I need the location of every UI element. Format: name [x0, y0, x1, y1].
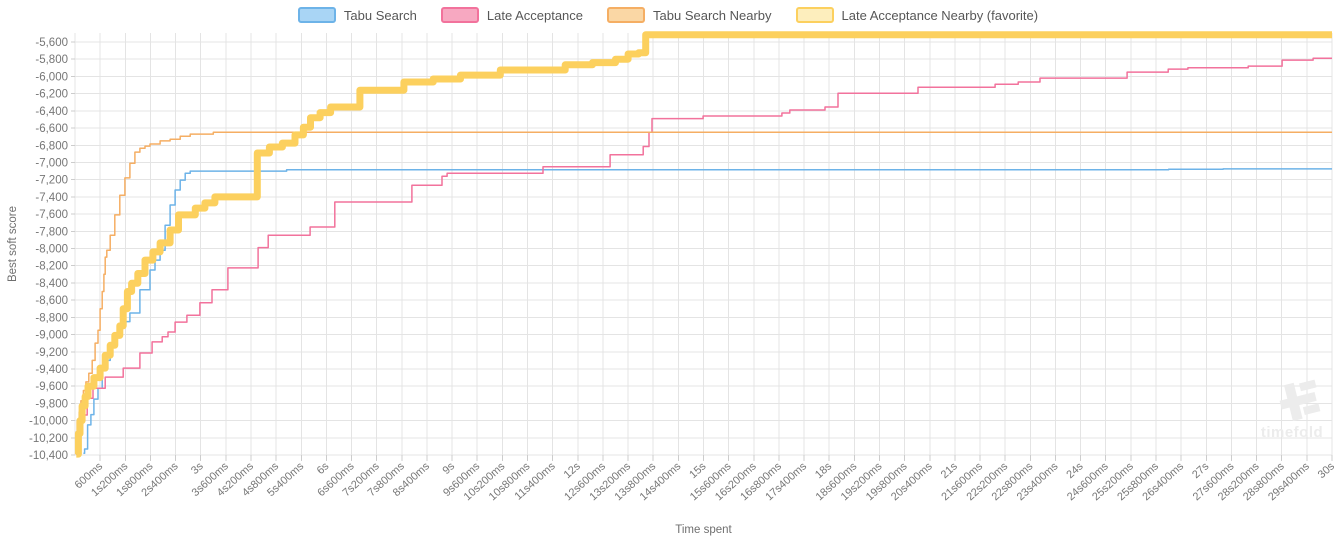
legend-item-tabu-search[interactable]: Tabu Search — [297, 7, 417, 23]
legend-swatch-icon — [440, 7, 479, 23]
timefold-logo-icon — [1279, 379, 1321, 422]
y-tick-label: -8,600 — [35, 295, 68, 307]
legend-item-tabu-search-nearby[interactable]: Tabu Search Nearby — [607, 7, 772, 23]
y-tick-label: -5,600 — [35, 37, 68, 49]
chart-legend: Tabu Search Late Acceptance Tabu Search Ne… — [0, 7, 1336, 23]
axis-tick-marks — [71, 41, 1333, 461]
y-tick-label: -5,800 — [35, 54, 68, 66]
x-tick-label: 30s — [1316, 460, 1336, 481]
y-tick-label: -7,200 — [35, 175, 68, 187]
y-tick-label: -10,000 — [29, 416, 68, 428]
timefold-watermark-text: timefold — [1261, 424, 1323, 441]
series-lines — [74, 31, 1332, 458]
legend-label: Tabu Search Nearby — [653, 7, 772, 23]
y-tick-label: -7,600 — [35, 209, 68, 221]
y-tick-label: -8,400 — [35, 278, 68, 290]
timefold-watermark: timefold — [1261, 379, 1323, 441]
y-axis-tick-labels: -5,600 -5,800 -6,000 -6,200 -6,400 -6,600 -6,8… — [29, 37, 68, 462]
legend-label: Late Acceptance — [486, 7, 584, 23]
y-tick-label: -9,400 — [35, 364, 68, 376]
legend-label: Tabu Search — [343, 7, 417, 23]
y-tick-label: -6,600 — [35, 123, 68, 135]
gridlines — [74, 33, 1333, 456]
y-tick-label: -6,200 — [35, 89, 68, 101]
x-tick-label: 3s — [189, 460, 206, 477]
legend-swatch-icon — [795, 7, 834, 23]
series-line-late-acceptance-nearby-favorite — [74, 31, 1332, 458]
legend-swatch-icon — [607, 7, 646, 23]
y-tick-label: -6,400 — [35, 106, 68, 118]
legend-item-late-acceptance[interactable]: Late Acceptance — [440, 7, 584, 23]
y-tick-label: -10,200 — [29, 433, 68, 445]
y-tick-label: -6,800 — [35, 140, 68, 152]
y-tick-label: -8,800 — [35, 312, 68, 324]
y-tick-label: -9,000 — [35, 330, 68, 342]
y-tick-label: -10,400 — [29, 450, 68, 462]
legend-swatch-icon — [297, 7, 336, 23]
y-tick-label: -8,000 — [35, 244, 68, 256]
y-tick-label: -8,200 — [35, 261, 68, 273]
y-tick-label: -7,800 — [35, 226, 68, 238]
y-tick-label: -7,000 — [35, 157, 68, 169]
y-tick-label: -6,000 — [35, 71, 68, 83]
y-axis-title: Best soft score — [7, 205, 19, 283]
x-tick-label: 6s — [315, 460, 332, 477]
y-tick-label: -9,600 — [35, 381, 68, 393]
legend-label: Late Acceptance Nearby (favorite) — [841, 7, 1039, 23]
x-axis-title: Time spent — [675, 524, 732, 536]
series-line-tabu-search — [83, 168, 1332, 455]
series-line-late-acceptance — [77, 57, 1332, 455]
legend-item-late-acceptance-nearby-favorite[interactable]: Late Acceptance Nearby (favorite) — [795, 7, 1039, 23]
y-tick-label: -9,800 — [35, 398, 68, 410]
x-tick-label: 9s — [440, 460, 457, 477]
y-tick-label: -9,200 — [35, 347, 68, 359]
y-tick-label: -7,400 — [35, 192, 68, 204]
